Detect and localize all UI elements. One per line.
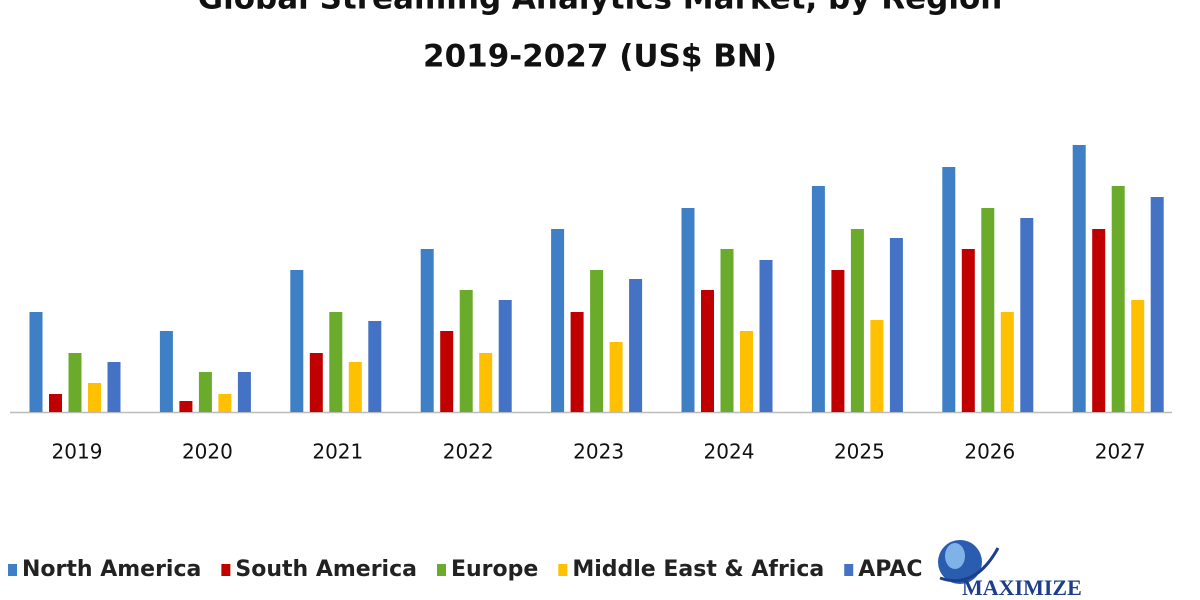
bar: [107, 362, 121, 412]
x-tick-label: 2020: [182, 440, 233, 464]
bar: [701, 290, 714, 412]
bar: [740, 331, 753, 412]
chart-title: Global Streaming Analytics Market, by Re…: [198, 0, 1003, 17]
legend-swatch: [436, 564, 446, 576]
bar: [368, 321, 382, 412]
bar: [609, 342, 623, 412]
bar: [1020, 218, 1034, 412]
legend-label: Europe: [451, 557, 538, 582]
bar: [942, 167, 956, 412]
x-tick-label: 2025: [834, 440, 885, 464]
legend-label: South America: [235, 557, 417, 582]
x-tick-label: 2023: [573, 440, 624, 464]
bar: [348, 362, 362, 412]
bar: [218, 394, 232, 412]
bar: [420, 249, 434, 412]
legend-label: North America: [22, 557, 201, 582]
x-tick-label: 2024: [704, 440, 755, 464]
bar: [309, 353, 323, 412]
bar: [961, 249, 975, 412]
bar: [479, 353, 493, 412]
bar: [1092, 229, 1106, 412]
bar: [1111, 186, 1125, 412]
bar: [590, 270, 604, 412]
bar: [759, 260, 773, 412]
bar: [831, 270, 845, 412]
bar: [498, 300, 512, 412]
bar: [179, 401, 193, 412]
x-tick-label: 2026: [964, 440, 1015, 464]
bar: [811, 186, 825, 412]
x-tick-label: 2022: [443, 440, 494, 464]
bar: [570, 312, 584, 412]
bar: [1072, 145, 1086, 412]
bar: [681, 208, 695, 412]
x-tick-label: 2021: [312, 440, 363, 464]
bar: [981, 208, 995, 412]
bar: [290, 270, 304, 412]
bar: [237, 372, 251, 412]
legend-label: Middle East & Africa: [572, 557, 824, 582]
bar: [551, 229, 565, 412]
logo: MAXIMIZE: [938, 540, 1082, 600]
bar: [720, 249, 734, 412]
chart-subtitle: 2019-2027 (US$ BN): [423, 39, 777, 75]
bar: [159, 331, 173, 412]
bar: [68, 353, 82, 412]
bar: [459, 290, 473, 412]
x-tick-label: 2027: [1095, 440, 1146, 464]
logo-swoosh: [939, 547, 1000, 583]
bar: [1150, 197, 1164, 412]
legend-label: APAC: [858, 557, 922, 582]
bar: [889, 238, 903, 412]
legend-swatch: [8, 564, 17, 576]
bar: [850, 229, 864, 412]
bar: [198, 372, 212, 412]
legend-swatch: [221, 564, 231, 576]
logo-land: [945, 543, 965, 569]
bar: [49, 394, 62, 412]
bar: [440, 331, 454, 412]
bar: [870, 320, 884, 412]
bar: [329, 312, 343, 412]
legend-swatch: [558, 564, 568, 576]
logo-text: MAXIMIZE: [962, 575, 1082, 600]
legend-swatch: [844, 564, 854, 576]
bar: [88, 383, 101, 412]
bar: [1131, 300, 1145, 412]
bar: [1000, 312, 1014, 412]
bar: [629, 279, 643, 412]
bar: [29, 312, 43, 412]
x-tick-label: 2019: [52, 440, 103, 464]
